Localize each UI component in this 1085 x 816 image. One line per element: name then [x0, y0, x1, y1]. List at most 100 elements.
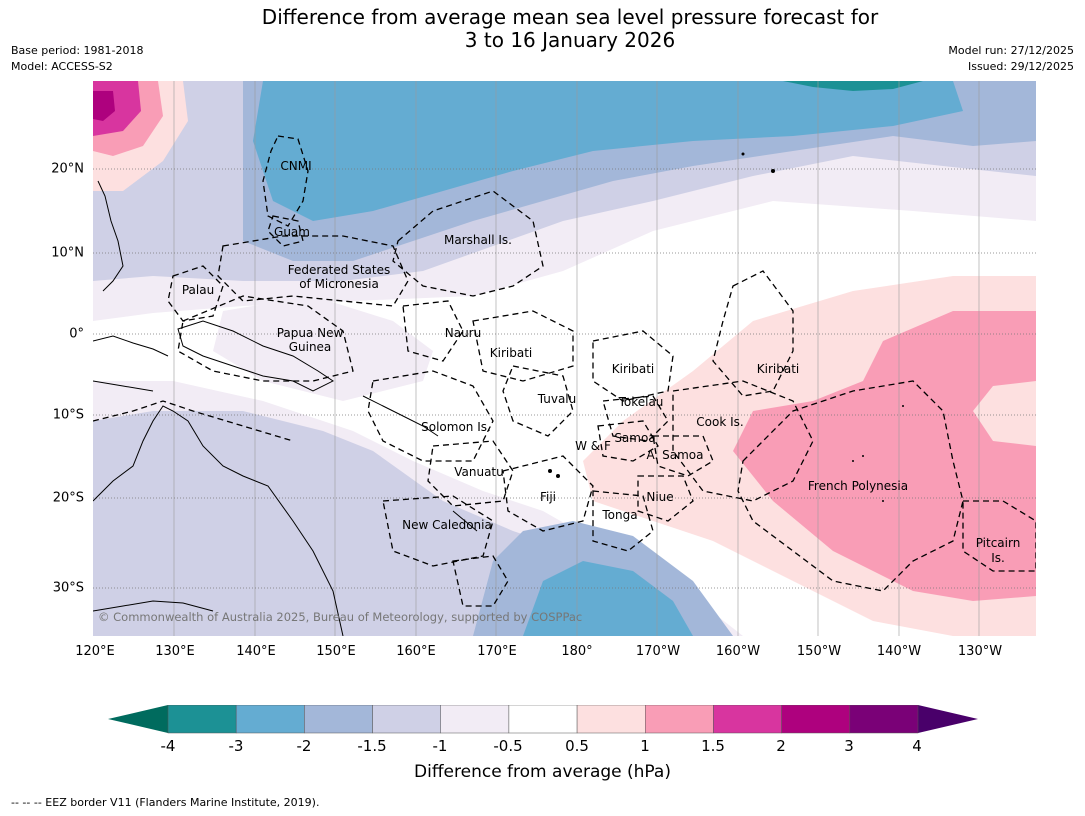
label-pitcairn-1: Pitcairn	[976, 536, 1021, 550]
x-tick: 180°	[561, 644, 593, 659]
x-tick: 160°W	[715, 644, 761, 659]
colorbar-over-arrow	[918, 705, 978, 733]
colorbar-segment	[235, 705, 305, 734]
eez-french-polynesia	[737, 380, 964, 592]
label-solomon: Solomon Is.	[421, 420, 491, 434]
fr-poly-island	[852, 460, 854, 462]
colorbar	[108, 705, 978, 734]
eez-kiribati-e	[712, 270, 794, 397]
x-tick: 140°E	[236, 644, 276, 659]
y-tick: 10°S	[52, 407, 84, 423]
colorbar-label: 0.5	[565, 737, 589, 755]
label-tokelau: Tokelau	[618, 395, 664, 409]
coast-new-caledonia	[452, 510, 478, 532]
coast-australia	[93, 405, 344, 636]
coast-indonesia	[93, 335, 169, 392]
colorbar-label: -3	[228, 737, 244, 755]
contour-pink-east	[733, 311, 1036, 601]
x-tick: 150°E	[316, 644, 356, 659]
label-kiribati-c: Kiribati	[612, 362, 654, 376]
colorbar-title: Difference from average (hPa)	[414, 762, 671, 782]
fiji-island	[548, 469, 552, 473]
label-vanuatu: Vanuatu	[454, 465, 504, 479]
y-tick: 0°	[69, 326, 84, 342]
fr-poly-island	[882, 500, 884, 502]
eez-pitcairn	[962, 500, 1036, 572]
fr-poly-island	[902, 405, 904, 407]
label-samoa: Samoa	[614, 431, 655, 445]
colorbar-label: 3	[844, 737, 854, 755]
eez-tokelau	[602, 395, 669, 442]
eez-png	[177, 295, 354, 382]
y-tick: 30°S	[52, 580, 84, 596]
eez-solomon	[367, 370, 494, 462]
label-guam: Guam	[274, 225, 310, 239]
eez-palau	[167, 265, 224, 322]
contour-lavender-png	[213, 296, 433, 401]
colorbar-label: 4	[912, 737, 922, 755]
colorbar-label: -4	[160, 737, 176, 755]
contour-blue-dark-south	[523, 561, 693, 636]
colorbar-label: 1	[640, 737, 650, 755]
eez-asamoa	[652, 435, 714, 477]
hawaii-island	[771, 169, 775, 173]
eez-cnmi	[262, 135, 309, 227]
chart-title: Difference from average mean sea level p…	[0, 6, 1085, 52]
copyright-notice: © Commonwealth of Australia 2025, Bureau…	[98, 610, 582, 624]
eez-australia-east	[93, 400, 294, 442]
fr-poly-island	[862, 455, 864, 457]
label-kiribati-w: Kiribati	[490, 346, 532, 360]
eez-borders	[93, 135, 1036, 607]
colorbar-segment	[304, 705, 373, 734]
footnote: -- -- -- EEZ border V11 (Flanders Marine…	[11, 796, 320, 809]
eez-kiribati-w	[472, 310, 574, 382]
issued-date: Issued: 29/12/2025	[967, 60, 1074, 73]
x-tick: 130°W	[957, 644, 1003, 659]
colorbar-segment	[645, 705, 714, 734]
meta-right: Model run: 27/12/2025 Issued: 29/12/2025	[948, 43, 1074, 75]
coast-australia-south	[93, 600, 214, 612]
meridians	[173, 81, 980, 636]
meta-left: Base period: 1981-2018 Model: ACCESS-S2	[11, 43, 143, 75]
x-tick: 120°E	[75, 644, 115, 659]
eez-tonga	[592, 490, 654, 552]
colorbar-segment	[713, 705, 782, 734]
colorbar-segment	[849, 705, 919, 734]
colorbar-segment	[167, 705, 237, 734]
map-svg: CNMI Guam Marshall Is. Federated States …	[93, 81, 1036, 636]
label-cook: Cook Is.	[696, 415, 743, 429]
eez-fiji	[502, 455, 594, 532]
y-tick: 20°N	[51, 161, 84, 177]
eez-niue	[637, 475, 694, 522]
y-tick: 10°N	[51, 245, 84, 261]
label-cnmi: CNMI	[280, 159, 311, 173]
eez-kiribati-c	[592, 330, 674, 402]
colorbar-segment	[372, 705, 441, 734]
eez-norfolk	[452, 555, 509, 607]
coastlines	[93, 180, 478, 636]
x-tick: 150°W	[796, 644, 842, 659]
chart-title-line1: Difference from average mean sea level p…	[261, 5, 879, 29]
x-tick: 160°E	[396, 644, 436, 659]
eez-cook	[672, 380, 814, 502]
hawaii-island	[741, 152, 745, 156]
colorbar-segment	[576, 705, 646, 734]
colorbar-segment	[508, 705, 578, 734]
model-name: Model: ACCESS-S2	[11, 60, 113, 73]
model-run: Model run: 27/12/2025	[948, 44, 1074, 57]
label-png-1: Papua New	[277, 326, 344, 340]
eez-vanuatu	[427, 440, 514, 507]
islands	[548, 152, 904, 502]
colorbar-label: 1.5	[701, 737, 725, 755]
coast-philippines	[97, 180, 124, 292]
eez-tuvalu	[502, 365, 574, 437]
contour-neutral-gap-east	[973, 381, 1036, 446]
label-nauru: Nauru	[445, 326, 481, 340]
label-tuvalu: Tuvalu	[537, 392, 577, 406]
colorbar-label: 2	[776, 737, 786, 755]
colorbar-label: -0.5	[493, 737, 523, 755]
colorbar-segments	[167, 705, 919, 734]
label-french-polynesia: French Polynesia	[808, 479, 908, 493]
coast-new-guinea	[177, 320, 334, 392]
label-marshall: Marshall Is.	[444, 233, 512, 247]
